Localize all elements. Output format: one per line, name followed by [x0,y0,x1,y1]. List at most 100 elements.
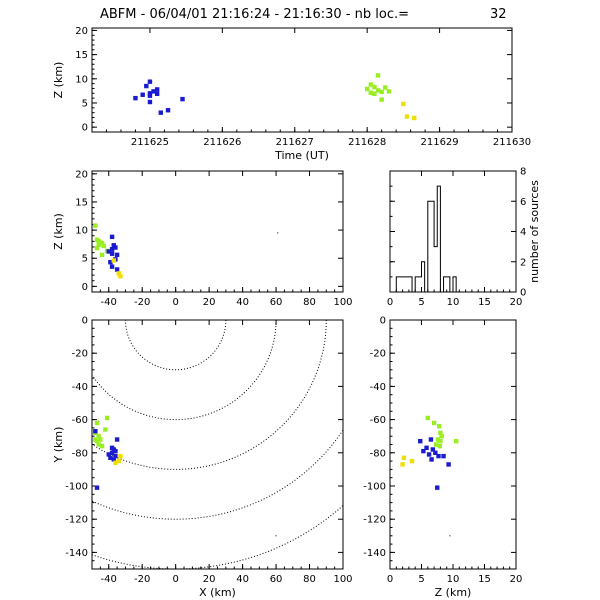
plan-view-panel: -40 -20 0 20 40 60 80 100 0 -20 -40 -60 -80 -100 -120 -… [52,316,353,600]
z-y-view-point-green [433,442,439,447]
plan-view-point-blue [93,429,98,434]
time-height-x-tick-label: 211626 [203,137,241,148]
x-height-x-tick-label: 80 [303,297,316,308]
plan-view-point-blue [113,453,118,459]
time-height-axes-frame [91,27,513,133]
z-y-view-y-tick-label: -20 [370,349,386,360]
x-height-point-green [94,245,100,251]
z-y-view-point-blue [436,453,441,459]
z-y-view-point-yellow [409,458,415,464]
plan-view-point-green [93,437,98,442]
z-y-view-y-tick-label: -140 [363,548,386,559]
time-height-point-green [375,73,381,78]
histogram-y-tick-label: 6 [520,197,526,208]
plan-view-y-tick-label: -140 [65,548,88,559]
plan-view-y-axis-label: Y (km) [52,427,65,464]
z-y-view-point-yellow [400,462,405,467]
plan-view-y-tick-label: -20 [72,349,88,360]
x-height-point-blue [109,234,115,240]
histogram-y-tick-label: 0 [520,288,526,299]
plan-view-point-yellow [118,453,123,459]
time-height-point-blue [180,96,185,102]
plan-view-point-blue [111,457,116,462]
x-height-x-tick-label: 60 [270,297,283,308]
plan-view-x-tick-label: 20 [203,574,216,585]
time-height-point-green [364,86,370,92]
x-height-point-yellow [116,271,121,276]
z-y-view-x-tick-label: 10 [447,574,460,585]
z-y-view-point-blue [428,437,434,442]
histogram-y-tick-label: 2 [520,257,526,268]
histogram-step-line [390,185,516,293]
histogram-x-tick-label: 20 [510,297,523,308]
x-height-x-tick-label: -20 [134,297,150,308]
time-height-y-axis-label: Z (km) [52,62,65,99]
plan-view-point-green [104,415,110,421]
histogram-x-tick-label: 0 [387,297,393,308]
time-height-y-tick-label: 20 [75,26,88,37]
figure-title: ABFM - 06/04/01 21:16:24 - 21:16:30 - nb… [100,7,409,22]
z-y-view-panel: 0 5 10 15 20 0 -20 -40 -60 -80 -100 -120 -140 Z (km) [363,316,522,600]
x-height-x-tick-label: 0 [172,297,178,308]
time-height-point-green [379,97,384,102]
x-height-point-green [93,223,98,228]
z-y-view-point-blue [424,445,429,451]
z-y-view-point-blue [441,453,446,459]
x-height-point-blue [109,251,115,256]
z-y-view-point-green [453,438,459,444]
plan-view-y-tick-label: -60 [72,415,88,426]
plan-view-point-blue [108,455,113,460]
plan-view-y-tick-label: -80 [72,448,88,459]
time-height-point-blue [140,92,145,97]
histogram-x-tick-label: 15 [478,297,491,308]
range-circles [92,320,343,569]
time-height-point-blue [154,87,160,92]
plan-view-x-tick-label: 0 [172,574,178,585]
plan-view-y-tick-label: -40 [72,382,88,393]
z-y-view-x-tick-label: 20 [510,574,523,585]
histogram-y-tick-label: 4 [520,227,526,238]
x-height-point-green [99,252,105,258]
range-circle [341,567,343,569]
x-height-point-blue [113,245,118,250]
plan-view-point-blue [113,448,118,454]
x-height-marker-dot [277,232,279,234]
plan-view-point-blue [94,485,100,490]
time-height-x-axis-label: Time (UT) [274,149,329,162]
z-y-view-point-green [437,443,442,449]
z-y-view-point-blue [421,448,426,454]
range-circle [92,320,277,421]
z-y-view-x-tick-label: 15 [478,574,491,585]
time-height-point-blue [147,93,153,98]
time-height-point-green [368,82,373,87]
time-height-point-yellow [401,101,406,107]
x-height-x-tick-label: 40 [236,297,249,308]
time-height-x-tick-label: 211628 [348,137,386,148]
z-y-view-y-tick-label: -100 [363,482,386,493]
z-y-view-x-tick-label: 5 [418,574,424,585]
z-y-view-point-blue [446,462,451,467]
time-height-panel: 211625 211626 211627 211628 211629 211630 0 5 10… [52,26,531,162]
time-height-point-blue [133,95,138,101]
z-y-view-point-green [436,424,442,429]
z-y-view-point-green [438,430,443,436]
plan-view-x-tick-label: -20 [134,574,150,585]
time-height-x-tick-label: 211625 [131,137,169,148]
x-height-x-tick-label: 20 [203,297,216,308]
z-y-view-point-blue [430,447,436,452]
time-height-y-tick-label: 0 [82,123,88,134]
time-height-point-green [372,84,377,90]
x-height-point-blue [114,267,120,272]
time-height-point-blue [151,89,156,94]
x-height-point-blue [108,259,113,265]
plan-view-point-blue [114,437,120,442]
plan-view-point-green [96,434,101,439]
plan-view-axes-frame [91,319,344,570]
x-height-y-tick-label: 20 [75,169,88,180]
z-y-view-axes-frame [389,319,517,570]
time-height-point-blue [158,110,163,115]
x-height-panel: -40 -20 0 20 40 60 80 100 0 5 10 15 20 Z (km) [52,169,353,308]
time-height-point-yellow [412,115,417,121]
